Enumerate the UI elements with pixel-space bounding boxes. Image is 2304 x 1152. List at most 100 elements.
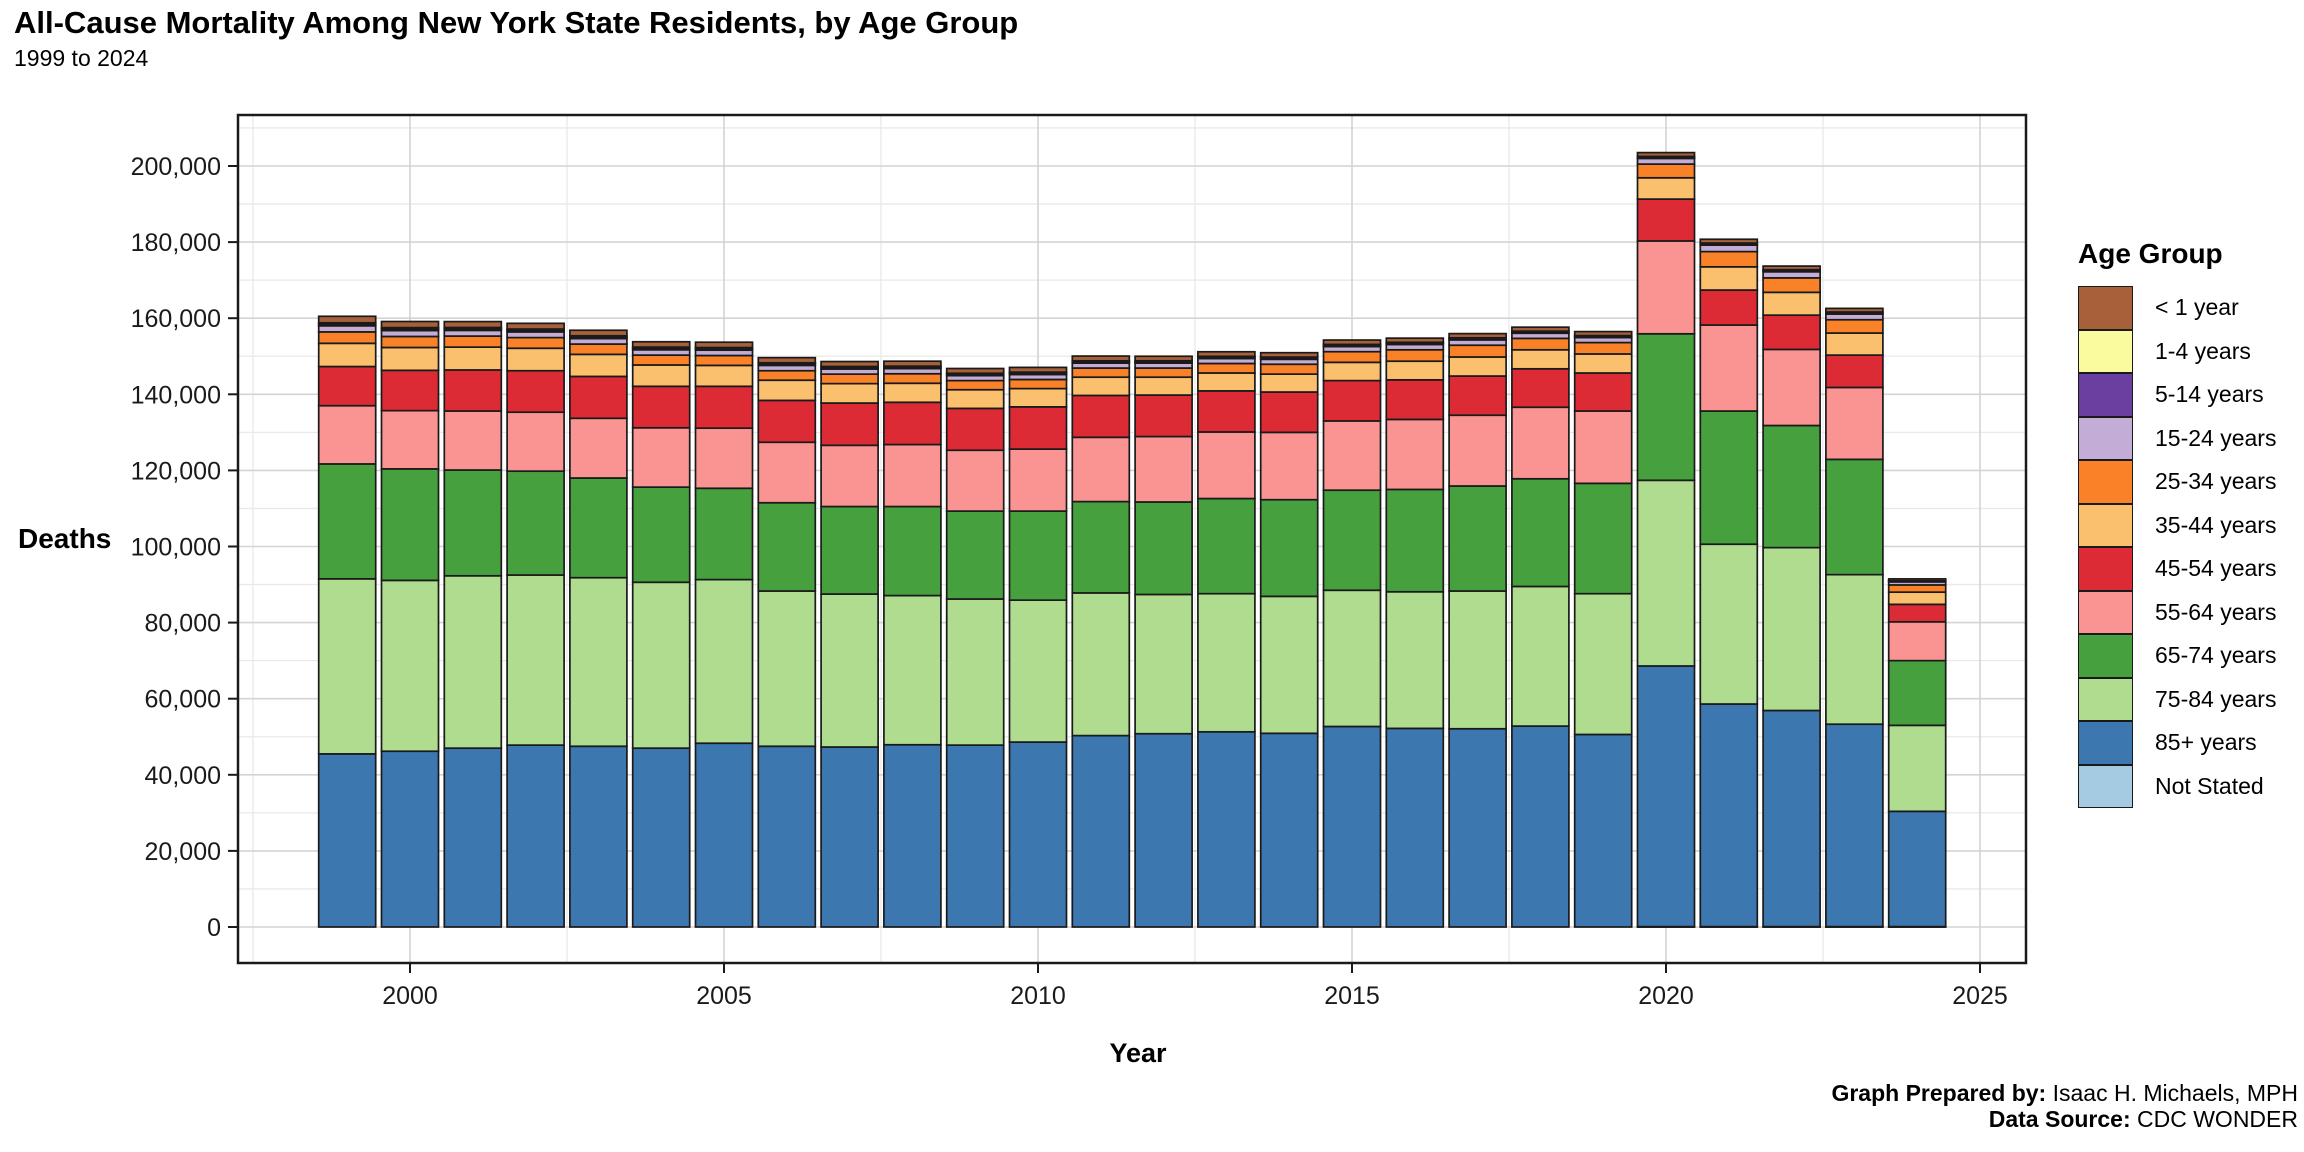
bar-segment: [1385, 590, 1445, 730]
bar-segment: [1322, 489, 1382, 592]
bar-segment: [1762, 270, 1821, 279]
bar-segment: [1825, 313, 1884, 321]
bar-segment: [1699, 703, 1759, 928]
bar-segment: [1511, 337, 1570, 351]
bar-segment: [1887, 810, 1947, 928]
bar-segment: [1699, 250, 1759, 268]
bar-segment: [1511, 326, 1570, 333]
bar-segment: [1385, 348, 1445, 363]
bar-segment: [1762, 277, 1821, 294]
bar-segment: [883, 382, 942, 404]
bar-segment: [1008, 448, 1068, 512]
bar-segment: [1636, 163, 1696, 179]
bar-segment: [380, 409, 440, 470]
bar-segment: [945, 407, 1005, 452]
legend-label: 55-64 years: [2155, 598, 2277, 625]
bar-segment: [443, 346, 503, 371]
legend-item: 55-64 years: [2078, 590, 2304, 634]
bar-segment: [1887, 584, 1947, 594]
legend-item: 45-54 years: [2078, 547, 2304, 591]
bar-segment: [1071, 355, 1131, 362]
bar-segment: [945, 367, 1005, 375]
legend-swatch: [2078, 503, 2133, 547]
bar-segment: [443, 747, 503, 928]
bar-segment: [1259, 391, 1319, 434]
y-tick-label: 100,000: [131, 534, 221, 562]
bar-segment: [1636, 479, 1696, 667]
bar-segment: [694, 487, 754, 581]
footer-source-value: CDC WONDER: [2130, 1106, 2298, 1132]
bar-segment: [380, 346, 440, 372]
bar-segment: [694, 364, 754, 388]
bar-segment: [1636, 665, 1696, 928]
bar-segment: [1887, 724, 1947, 813]
bar-segment: [1511, 406, 1570, 480]
legend-swatch: [2078, 460, 2133, 504]
bar-segment: [883, 443, 942, 508]
bar-segment: [820, 402, 879, 447]
footer-prepared-label: Graph Prepared by:: [1831, 1080, 2047, 1106]
y-tick-label: 60,000: [145, 686, 221, 714]
bar-segment: [1699, 543, 1759, 705]
y-tick-label: 20,000: [145, 838, 221, 866]
bar-segment: [1511, 477, 1570, 588]
legend-label: 15-24 years: [2155, 424, 2277, 451]
y-axis-label: Deaths: [18, 523, 112, 554]
legend-label: 1-4 years: [2155, 337, 2251, 364]
bar-segment: [1071, 592, 1131, 737]
legend-item: 85+ years: [2078, 721, 2304, 765]
bar-segment: [757, 501, 817, 592]
bar-segment: [1071, 500, 1131, 594]
bar-segment: [1825, 307, 1884, 313]
legend-item: 35-44 years: [2078, 503, 2304, 547]
bar-segment: [1573, 592, 1633, 736]
bar-segment: [1762, 265, 1821, 271]
bar-segment: [506, 336, 565, 350]
bar-segment: [1887, 659, 1947, 727]
bar-segment: [820, 360, 879, 368]
bar-segment: [631, 364, 691, 388]
bar-segment: [945, 388, 1005, 410]
legend-item: 5-14 years: [2078, 373, 2304, 417]
footer-prepared-value: Isaac H. Michaels, MPH: [2046, 1080, 2298, 1106]
bar-segment: [1825, 458, 1884, 576]
bar-segment: [694, 742, 754, 928]
bar-segment: [1762, 291, 1821, 317]
bar-segment: [317, 331, 377, 345]
legend-label: 5-14 years: [2155, 381, 2264, 408]
legend-swatch: [2078, 373, 2133, 417]
bar-segment: [1699, 410, 1759, 546]
bar-segment: [380, 329, 440, 338]
bar-segment: [820, 444, 879, 508]
bar-segment: [1197, 592, 1256, 733]
bar-segment: [1573, 482, 1633, 595]
bar-segment: [1887, 603, 1947, 623]
bar-segment: [631, 385, 691, 429]
bar-segment: [1322, 350, 1382, 364]
bar-segment: [1699, 244, 1759, 253]
bar-segment: [1134, 435, 1193, 503]
bar-segment: [1825, 573, 1884, 726]
panel-border: [236, 113, 2028, 965]
legend-swatch: [2078, 329, 2133, 373]
bar-segment: [380, 579, 440, 753]
bar-segment: [1762, 546, 1821, 712]
legend-label: 75-84 years: [2155, 685, 2277, 712]
bar-segment: [1322, 379, 1382, 422]
x-tick-label: 2015: [1324, 982, 1380, 1010]
bar-segment: [1573, 733, 1633, 928]
legend-item: 1-4 years: [2078, 329, 2304, 373]
bar-segment: [1448, 332, 1507, 339]
bar-segment: [757, 356, 817, 364]
bar-segment: [1134, 732, 1193, 928]
legend-label: 25-34 years: [2155, 468, 2277, 495]
bar-segment: [1134, 394, 1193, 438]
x-tick-label: 2010: [1010, 982, 1066, 1010]
bar-segment: [1511, 725, 1570, 928]
bar-segment: [757, 441, 817, 504]
bar-segment: [506, 369, 565, 414]
legend-swatch: [2078, 416, 2133, 460]
chart-title: All-Cause Mortality Among New York State…: [14, 5, 1019, 40]
bar-segment: [1573, 341, 1633, 355]
